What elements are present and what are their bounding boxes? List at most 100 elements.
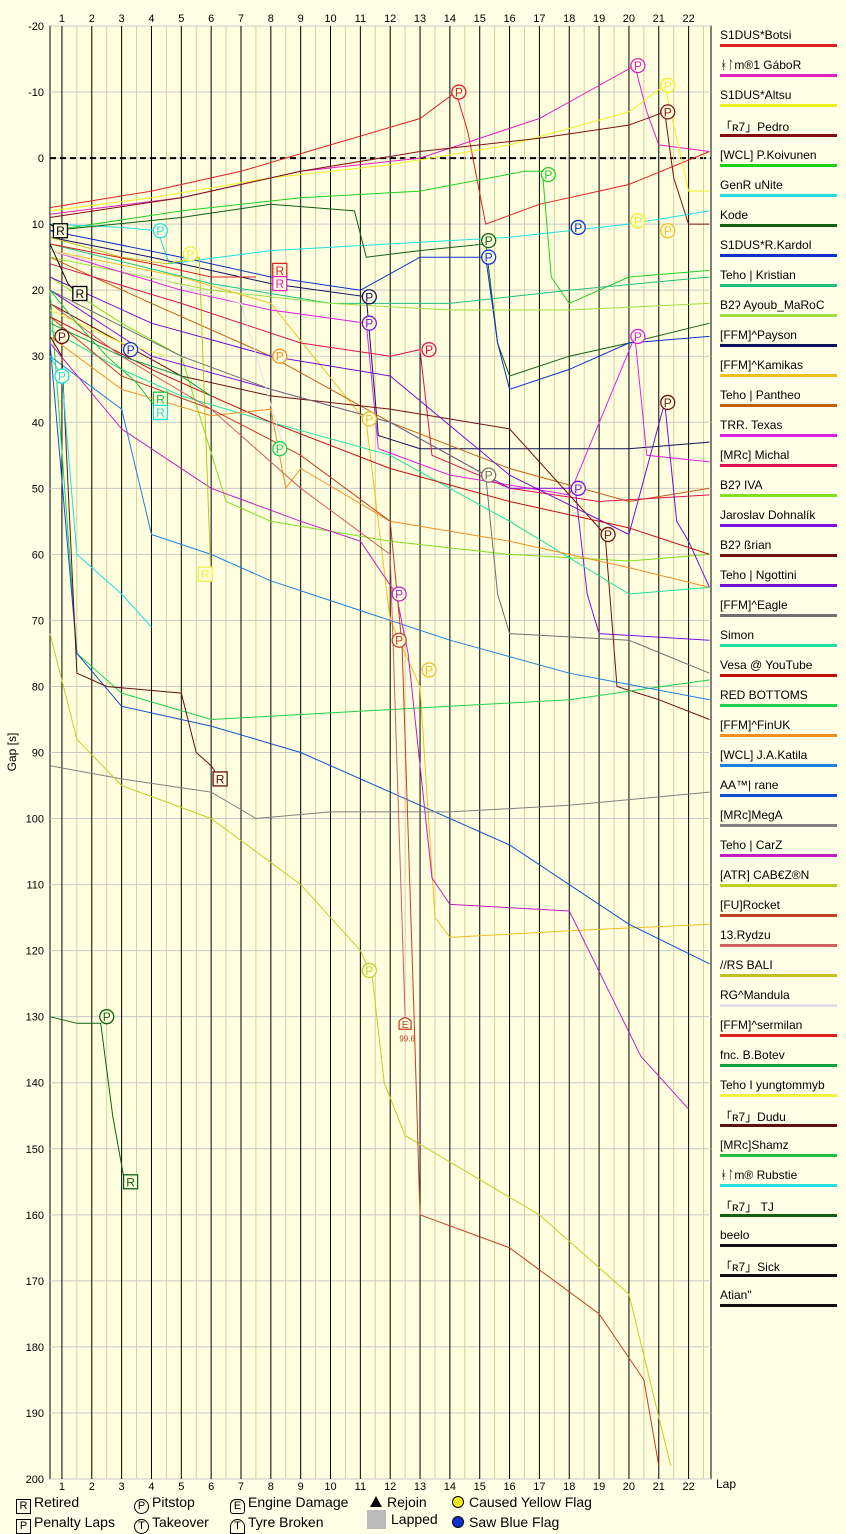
legend-swatch bbox=[720, 134, 837, 137]
svg-text:P: P bbox=[425, 663, 433, 677]
x-tick-label: 21 bbox=[653, 1481, 665, 1490]
pitstop-marker: P bbox=[361, 289, 377, 305]
x-tick-label-top: 6 bbox=[208, 13, 214, 25]
legend-driver-name: Teho I yungtommyb bbox=[720, 1078, 825, 1092]
legend-swatch bbox=[720, 764, 837, 767]
legend-item: 「ʀ7」Pedro bbox=[720, 110, 846, 140]
footer-yellow-label: Caused Yellow Flag bbox=[469, 1494, 592, 1510]
x-tick-label: 9 bbox=[298, 1481, 304, 1490]
pitstop-marker: P bbox=[361, 962, 377, 979]
series-line bbox=[49, 170, 710, 305]
y-tick-label: -10 bbox=[28, 87, 44, 99]
svg-text:R: R bbox=[216, 772, 225, 786]
engine-damage-icon: E bbox=[230, 1499, 245, 1514]
legend-item: //RS BALI bbox=[720, 950, 846, 980]
y-tick-label: 110 bbox=[26, 880, 44, 892]
x-tick-label: 3 bbox=[119, 1481, 125, 1490]
svg-text:P: P bbox=[544, 168, 552, 182]
legend-swatch bbox=[720, 884, 837, 887]
y-tick-label: 80 bbox=[32, 681, 44, 693]
retired-marker: R bbox=[122, 1174, 139, 1190]
legend-driver-name: S1DUS*Altsu bbox=[720, 88, 792, 102]
legend-item: RG^Mandula bbox=[720, 980, 846, 1010]
svg-text:P: P bbox=[395, 634, 403, 648]
pitstop-marker: P bbox=[660, 394, 676, 411]
x-tick-label-top: 3 bbox=[119, 13, 125, 25]
svg-text:E: E bbox=[402, 1020, 409, 1031]
series-line bbox=[49, 302, 406, 1017]
legend-swatch bbox=[720, 224, 837, 227]
legend-driver-name: beelo bbox=[720, 1228, 750, 1242]
svg-text:P: P bbox=[365, 964, 373, 978]
legend-item: 「ʀ7」 TJ bbox=[720, 1190, 846, 1220]
x-tick-label: 17 bbox=[533, 1481, 545, 1490]
y-tick-label: 30 bbox=[32, 351, 44, 363]
legend-driver-name: 13.Rydzu bbox=[720, 928, 771, 942]
legend-item: Teho I yungtommyb bbox=[720, 1070, 846, 1100]
retired-marker: R bbox=[152, 391, 169, 407]
legend-item: [FFM]^Payson bbox=[720, 320, 846, 350]
pitstop-marker: P bbox=[54, 328, 70, 345]
legend-driver-name: Simon bbox=[720, 628, 755, 642]
legend-driver-name: B2ʔ Ayoub_MaRoC bbox=[720, 298, 825, 312]
series-line bbox=[49, 290, 710, 721]
x-tick-label: 11 bbox=[355, 1481, 366, 1490]
axes: -20-100102030405060708090100110120130140… bbox=[26, 13, 695, 1490]
legend-swatch bbox=[720, 314, 837, 317]
legend-swatch bbox=[720, 614, 837, 617]
legend-swatch bbox=[720, 194, 837, 197]
legend-swatch bbox=[720, 1154, 837, 1157]
pitstop-marker: P bbox=[630, 213, 646, 229]
x-axis-label: Lap bbox=[716, 1477, 736, 1490]
pitstop-marker: P bbox=[570, 219, 586, 236]
legend-swatch bbox=[720, 164, 837, 167]
x-tick-label-top: 1 bbox=[59, 13, 65, 25]
legend-driver-name: S1DUS*R.Kardol bbox=[720, 238, 812, 252]
legend-swatch bbox=[720, 404, 837, 407]
pitstop-marker: P bbox=[481, 232, 497, 249]
series-line bbox=[49, 329, 710, 595]
series-line bbox=[49, 355, 152, 628]
svg-text:P: P bbox=[455, 86, 463, 100]
footer-tyre-label: Tyre Broken bbox=[248, 1514, 324, 1530]
series-line bbox=[49, 84, 710, 212]
legend-driver-name: [ATR] CAB€Z®N bbox=[720, 868, 810, 882]
retired-marker: R bbox=[272, 275, 288, 292]
svg-text:P: P bbox=[58, 370, 66, 384]
x-tick-label-top: 10 bbox=[324, 13, 336, 25]
x-tick-label: 18 bbox=[563, 1481, 575, 1490]
pitstop-marker: P bbox=[361, 411, 377, 427]
legend-item: [FFM]^sermilan bbox=[720, 1010, 846, 1040]
pitstop-marker: P bbox=[361, 315, 377, 331]
legend-driver-name: 「ʀ7」 TJ bbox=[720, 1200, 774, 1214]
legend-swatch bbox=[720, 1274, 837, 1277]
x-tick-label-top: 7 bbox=[238, 13, 244, 25]
footer-penalty-label: Penalty Laps bbox=[34, 1514, 115, 1530]
legend-driver-name: Atian" bbox=[720, 1288, 752, 1302]
x-tick-label-top: 18 bbox=[563, 13, 575, 25]
x-tick-label: 8 bbox=[268, 1481, 274, 1490]
legend-driver-name: AA™| rane bbox=[720, 778, 779, 792]
svg-text:P: P bbox=[634, 330, 642, 344]
legend-item: Atian" bbox=[720, 1280, 846, 1310]
series-line bbox=[49, 316, 710, 555]
svg-text:P: P bbox=[365, 412, 373, 426]
retired-marker: R bbox=[72, 285, 88, 302]
series-line bbox=[49, 203, 710, 377]
svg-text:P: P bbox=[604, 528, 612, 542]
legend-item: [WCL] P.Koivunen bbox=[720, 140, 846, 170]
svg-text:P: P bbox=[365, 317, 373, 331]
pitstop-marker: P bbox=[421, 341, 437, 358]
legend-swatch bbox=[720, 1304, 837, 1307]
svg-text:R: R bbox=[275, 264, 284, 278]
retired-marker: R bbox=[272, 262, 288, 279]
x-tick-label-top: 19 bbox=[593, 13, 605, 25]
legend-driver-name: fnc. B.Botev bbox=[720, 1048, 785, 1062]
x-tick-label: 2 bbox=[89, 1481, 95, 1490]
legend-driver-name: [MRc] Michal bbox=[720, 448, 790, 462]
svg-text:P: P bbox=[485, 251, 493, 265]
x-tick-label-top: 5 bbox=[178, 13, 184, 25]
footer-takeover-label: Takeover bbox=[152, 1514, 209, 1530]
legend-driver-name: 「ʀ7」Sick bbox=[720, 1260, 780, 1274]
series-line bbox=[49, 322, 212, 397]
